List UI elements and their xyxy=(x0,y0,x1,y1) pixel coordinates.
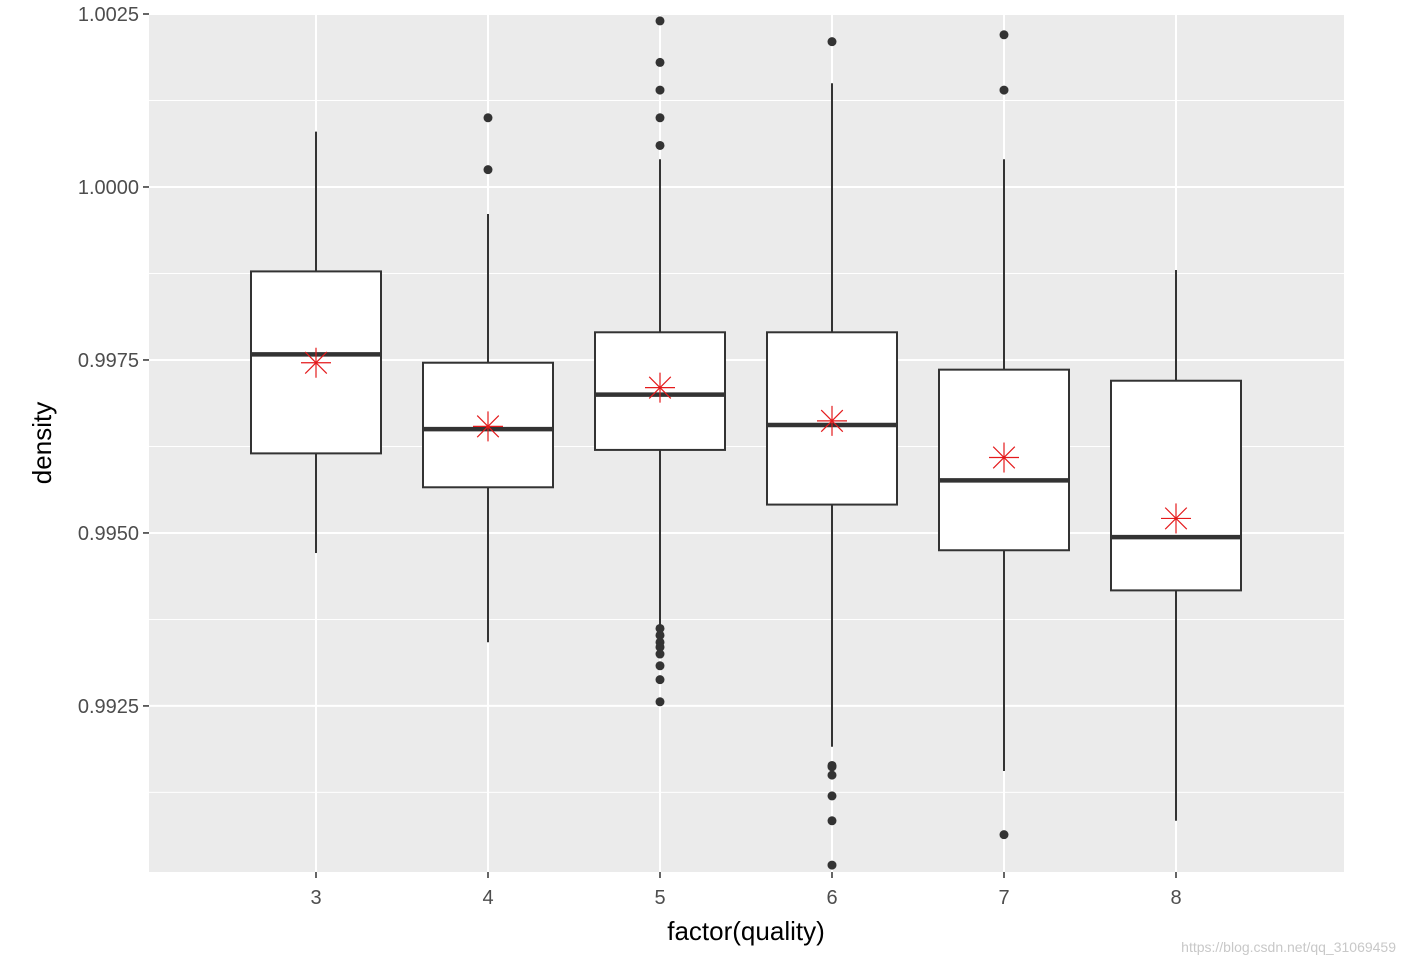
y-tick-label: 1.0000 xyxy=(78,177,139,199)
outlier-point xyxy=(655,16,665,26)
y-tick-label: 0.9925 xyxy=(78,696,139,718)
y-axis-ticks: 0.9925 0.9950 0.9975 1.0000 1.0025 xyxy=(78,4,149,718)
outlier-point xyxy=(999,85,1009,95)
box-iqr xyxy=(1110,379,1242,592)
mean-marker-stroke xyxy=(820,409,844,433)
outlier-point xyxy=(483,165,493,175)
watermark: https://blog.csdn.net/qq_31069459 xyxy=(1181,939,1396,955)
outlier-point xyxy=(999,830,1009,840)
x-tick-label: 7 xyxy=(998,887,1009,909)
x-tick-label: 4 xyxy=(482,887,493,909)
y-tick-label: 0.9975 xyxy=(78,350,139,372)
mean-marker xyxy=(989,442,1019,473)
x-tick-label: 3 xyxy=(310,887,321,909)
outlier-point xyxy=(827,816,837,826)
y-tick-label: 0.9950 xyxy=(78,523,139,545)
mean-marker xyxy=(1161,503,1191,534)
x-axis-ticks: 3 4 5 6 7 8 xyxy=(310,872,1182,909)
outlier-point xyxy=(655,113,665,123)
x-tick-label: 8 xyxy=(1170,887,1181,909)
outlier-point xyxy=(655,697,665,707)
x-axis-title: factor(quality) xyxy=(667,916,825,946)
mean-markers xyxy=(301,347,1191,534)
mean-marker-stroke xyxy=(648,376,672,399)
outlier-point xyxy=(483,113,493,123)
mean-marker-stroke xyxy=(476,415,500,438)
outlier-point xyxy=(655,642,665,652)
boxplot-8 xyxy=(1110,270,1242,821)
x-tick-label: 5 xyxy=(654,887,665,909)
outlier-point xyxy=(827,770,837,780)
y-tick-label: 1.0025 xyxy=(78,4,139,26)
mean-marker xyxy=(645,372,675,403)
mean-marker xyxy=(301,347,331,378)
outlier-point xyxy=(655,140,665,150)
mean-marker-stroke xyxy=(1164,507,1188,530)
outlier-point xyxy=(655,661,665,671)
outlier-point xyxy=(827,762,837,772)
outlier-point xyxy=(655,85,665,95)
outlier-point xyxy=(999,30,1009,40)
outlier-points xyxy=(483,16,1009,870)
boxplot-3 xyxy=(250,131,382,554)
mean-marker-stroke xyxy=(304,351,328,374)
outlier-point xyxy=(827,860,837,870)
x-tick-label: 6 xyxy=(826,887,837,909)
mean-marker-stroke xyxy=(992,446,1016,469)
mean-marker xyxy=(817,405,847,436)
y-axis-title: density xyxy=(27,402,57,484)
outlier-point xyxy=(827,791,837,801)
outlier-point xyxy=(655,623,665,633)
outlier-point xyxy=(655,57,665,67)
outlier-point xyxy=(827,37,837,47)
outlier-point xyxy=(655,649,665,659)
outlier-point xyxy=(655,675,665,685)
boxplots xyxy=(250,83,1242,821)
outlier-point xyxy=(655,630,665,640)
mean-marker xyxy=(473,411,503,442)
